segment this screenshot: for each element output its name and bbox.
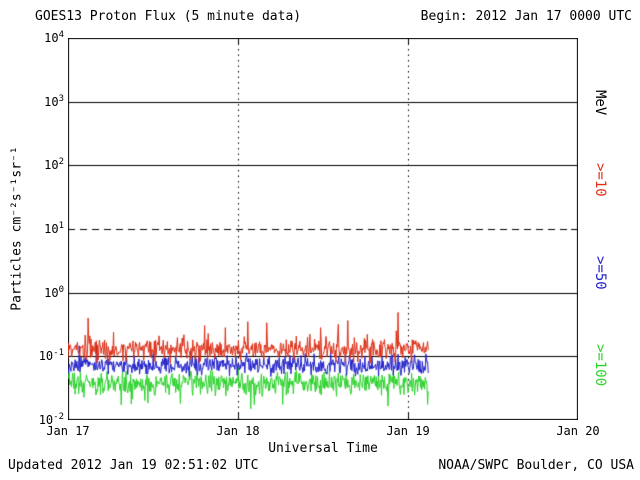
begin-time-label: Begin: 2012 Jan 17 0000 UTC bbox=[420, 9, 632, 24]
plot-area bbox=[68, 38, 578, 420]
credit-label: NOAA/SWPC Boulder, CO USA bbox=[438, 458, 634, 473]
y-tick-label: 10-1 bbox=[38, 348, 64, 364]
updated-timestamp: Updated 2012 Jan 19 02:51:02 UTC bbox=[8, 458, 259, 473]
x-tick-label: Jan 17 bbox=[46, 424, 90, 438]
y-tick-label: 104 bbox=[44, 30, 64, 45]
legend-ge100-label: >=100 bbox=[592, 344, 608, 387]
y-tick-label: 102 bbox=[44, 157, 64, 173]
y-tick-label: 103 bbox=[44, 93, 64, 109]
y-axis-label: Particles cm⁻²s⁻¹sr⁻¹ bbox=[9, 146, 25, 311]
y-tick-label: 100 bbox=[44, 284, 64, 300]
x-tick-label: Jan 18 bbox=[216, 424, 260, 438]
chart-title: GOES13 Proton Flux (5 minute data) bbox=[35, 9, 302, 24]
y-tick-label: 101 bbox=[44, 221, 64, 236]
y-tick-label: 10-2 bbox=[38, 412, 64, 427]
x-axis-label: Universal Time bbox=[268, 441, 378, 456]
x-tick-label: Jan 19 bbox=[386, 424, 430, 438]
legend-ge10-label: >=10 bbox=[592, 163, 608, 197]
right-axis-unit-label: MeV bbox=[592, 90, 608, 116]
x-tick-label: Jan 20 bbox=[556, 424, 600, 438]
legend-ge50-label: >=50 bbox=[592, 256, 608, 290]
chart-canvas bbox=[68, 38, 578, 420]
